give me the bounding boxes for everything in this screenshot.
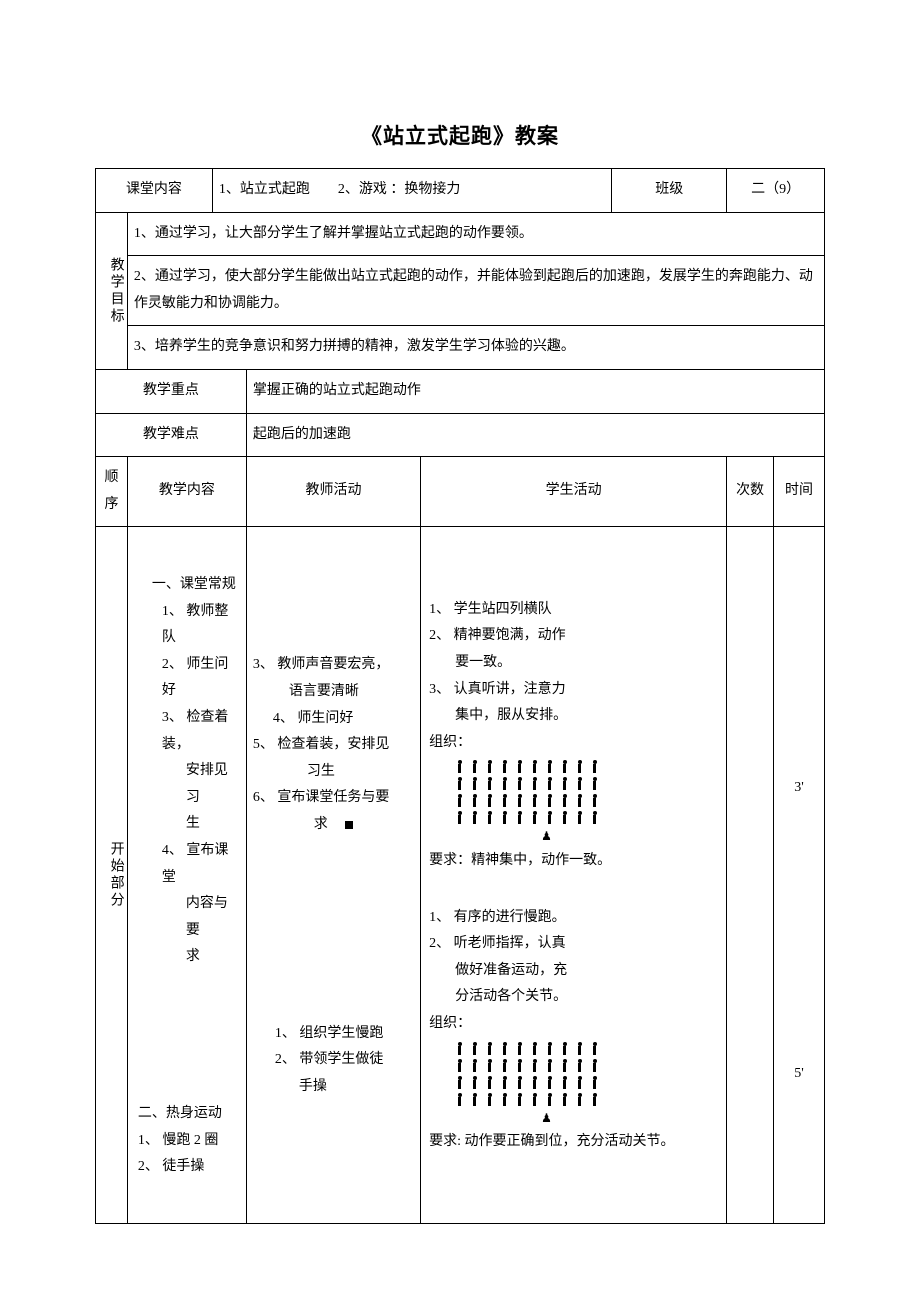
start-times (727, 527, 774, 1224)
start-time: 3' 5' (773, 527, 824, 1224)
page: 《站立式起跑》教案 课堂内容 1、站立式起跑 2、游戏 ：换物接力 班级 二（9… (0, 0, 920, 1264)
start-student: 1、 学生站四列横队 2、 精神要饱满，动作 要一致。 3、 认真听讲，注意力 … (421, 527, 727, 1224)
keypoint-row: 教学重点 掌握正确的站立式起跑动作 (96, 369, 825, 413)
goal-row-1: 教学目标 1、通过学习，让大部分学生了解并掌握站立式起跑的动作要领。 (96, 212, 825, 256)
col-duration: 时间 (773, 457, 824, 527)
goals-label: 教学目标 (96, 212, 128, 369)
start-label: 开始部分 (102, 841, 129, 909)
goal-row-3: 3、培养学生的竞争意识和努力拼搏的精神，激发学生学习体验的兴趣。 (96, 326, 825, 370)
class-label: 班级 (612, 169, 727, 213)
header-row: 课堂内容 1、站立式起跑 2、游戏 ：换物接力 班级 二（9） (96, 169, 825, 213)
marker-icon (345, 821, 353, 829)
lesson-plan-table: 课堂内容 1、站立式起跑 2、游戏 ：换物接力 班级 二（9） 教学目标 1、通… (95, 168, 825, 1224)
doc-title: 《站立式起跑》教案 (95, 120, 825, 150)
teacher-icon: ♟ (541, 829, 552, 843)
diff-value: 起跑后的加速跑 (246, 413, 824, 457)
goal-3: 3、培养学生的竞争意识和努力拼搏的精神，激发学生学习体验的兴趣。 (127, 326, 824, 370)
col-student: 学生活动 (421, 457, 727, 527)
formation-diagram-1: ♟ (455, 760, 720, 844)
key-label: 教学重点 (96, 369, 247, 413)
teacher-icon: ♟ (541, 1111, 552, 1125)
col-seq: 顺序 (96, 457, 128, 527)
start-section-row: 开始部分 一、课堂常规 1、 教师整队 2、 师生问好 3、 检查着装， 安排见… (96, 527, 825, 1224)
goal-row-2: 2、通过学习，使大部分学生能做出站立式起跑的动作，并能体验到起跑后的加速跑，发展… (96, 256, 825, 326)
content-label: 课堂内容 (96, 169, 213, 213)
diff-label: 教学难点 (96, 413, 247, 457)
formation-diagram-2: ♟ (455, 1042, 720, 1126)
content-value: 1、站立式起跑 2、游戏 ：换物接力 (212, 169, 612, 213)
goal-1: 1、通过学习，让大部分学生了解并掌握站立式起跑的动作要领。 (127, 212, 824, 256)
start-content: 一、课堂常规 1、 教师整队 2、 师生问好 3、 检查着装， 安排见习 生 4… (127, 527, 246, 1224)
key-value: 掌握正确的站立式起跑动作 (246, 369, 824, 413)
start-label-cell: 开始部分 (96, 527, 128, 1224)
start-teacher: 3、 教师声音要宏亮， 语言要清晰 4、 师生问好 5、 检查着装，安排见 习生… (246, 527, 420, 1224)
class-value: 二（9） (727, 169, 825, 213)
goal-2: 2、通过学习，使大部分学生能做出站立式起跑的动作，并能体验到起跑后的加速跑，发展… (127, 256, 824, 326)
column-header-row: 顺序 教学内容 教师活动 学生活动 次数 时间 (96, 457, 825, 527)
col-teacher: 教师活动 (246, 457, 420, 527)
difficulty-row: 教学难点 起跑后的加速跑 (96, 413, 825, 457)
col-content: 教学内容 (127, 457, 246, 527)
col-times: 次数 (727, 457, 774, 527)
